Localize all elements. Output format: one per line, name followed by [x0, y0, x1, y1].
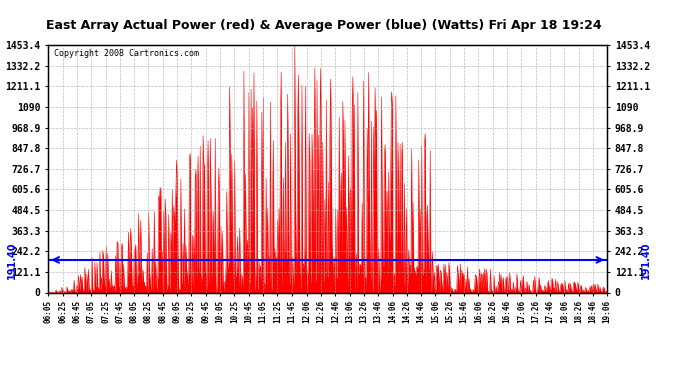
Text: 191.40: 191.40 [7, 241, 17, 279]
Text: East Array Actual Power (red) & Average Power (blue) (Watts) Fri Apr 18 19:24: East Array Actual Power (red) & Average … [46, 19, 602, 32]
Text: Copyright 2008 Cartronics.com: Copyright 2008 Cartronics.com [54, 49, 199, 58]
Text: 191.40: 191.40 [641, 241, 651, 279]
